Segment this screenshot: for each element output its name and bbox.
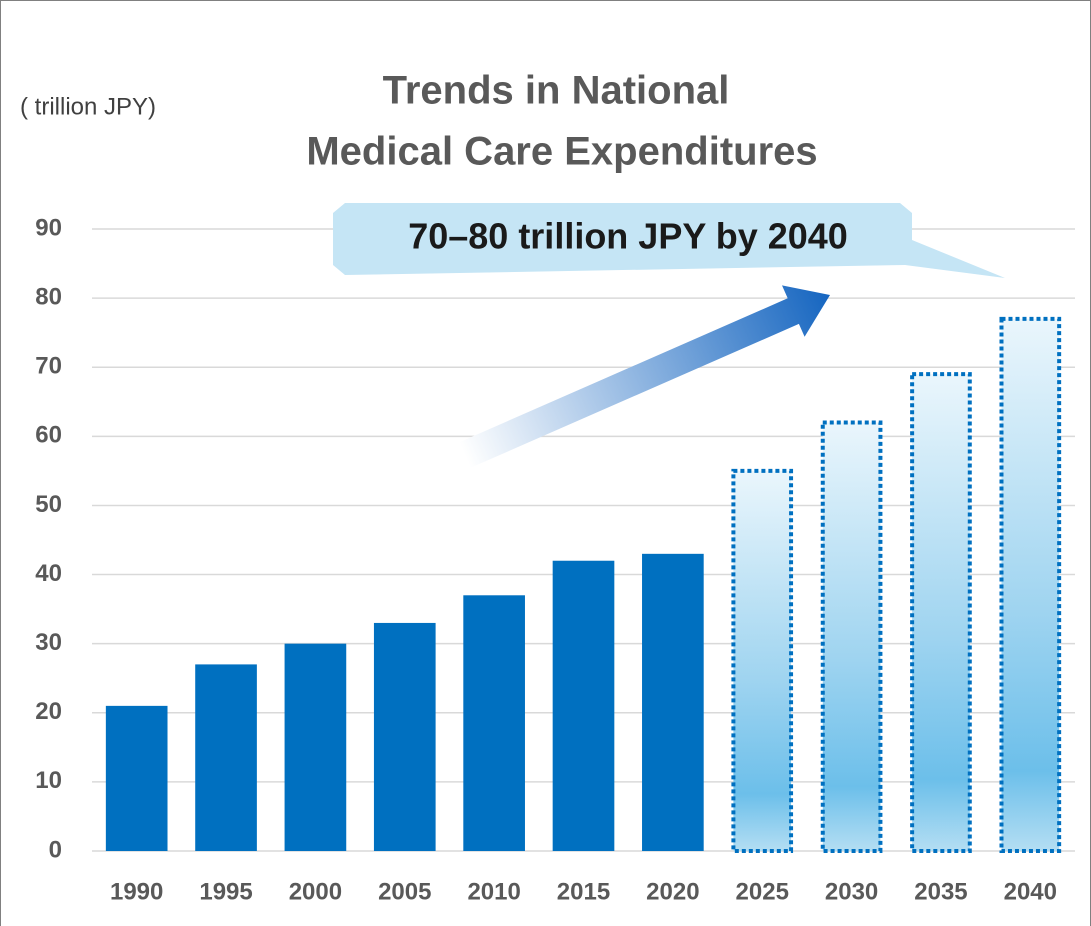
callout-box xyxy=(333,203,1005,278)
y-tick-label: 0 xyxy=(49,836,62,863)
x-tick-label: 1990 xyxy=(110,878,163,905)
bar xyxy=(463,595,525,851)
y-tick-label: 20 xyxy=(35,698,62,725)
x-tick-label: 2030 xyxy=(825,878,878,905)
projected-bar xyxy=(820,420,883,853)
bar xyxy=(195,664,257,851)
y-tick-label: 60 xyxy=(35,422,62,449)
y-tick-label: 90 xyxy=(35,214,62,241)
bar xyxy=(552,560,615,851)
trend-arrow xyxy=(459,285,830,468)
y-tick-label: 50 xyxy=(35,491,62,518)
x-tick-label: 2025 xyxy=(736,878,789,905)
projected-bar xyxy=(999,316,1062,854)
x-tick-label: 2010 xyxy=(467,878,520,905)
x-tick-label: 2035 xyxy=(914,878,967,905)
x-tick-label: 1995 xyxy=(199,878,252,905)
projected-bar xyxy=(910,372,972,853)
y-tick-label: 30 xyxy=(35,629,62,656)
y-tick-label: 40 xyxy=(35,560,62,587)
chart-title: Trends in National xyxy=(383,69,730,113)
projected-bar xyxy=(731,468,794,853)
chart-title: Medical Care Expenditures xyxy=(306,130,817,174)
x-tick-label: 2040 xyxy=(1004,878,1057,905)
x-tick-label: 2000 xyxy=(289,878,342,905)
y-tick-label: 10 xyxy=(35,767,62,794)
y-axis-label: ( trillion JPY) xyxy=(20,93,156,120)
bar xyxy=(105,705,168,851)
x-tick-label: 2005 xyxy=(378,878,431,905)
bar xyxy=(642,553,704,851)
x-tick-label: 2015 xyxy=(557,878,610,905)
bar xyxy=(373,622,436,851)
y-tick-label: 80 xyxy=(35,283,62,310)
bar xyxy=(284,643,347,851)
x-tick-label: 2020 xyxy=(646,878,699,905)
annotation: 70–80 trillion JPY by 2040 xyxy=(408,216,848,257)
y-tick-label: 70 xyxy=(35,353,62,380)
